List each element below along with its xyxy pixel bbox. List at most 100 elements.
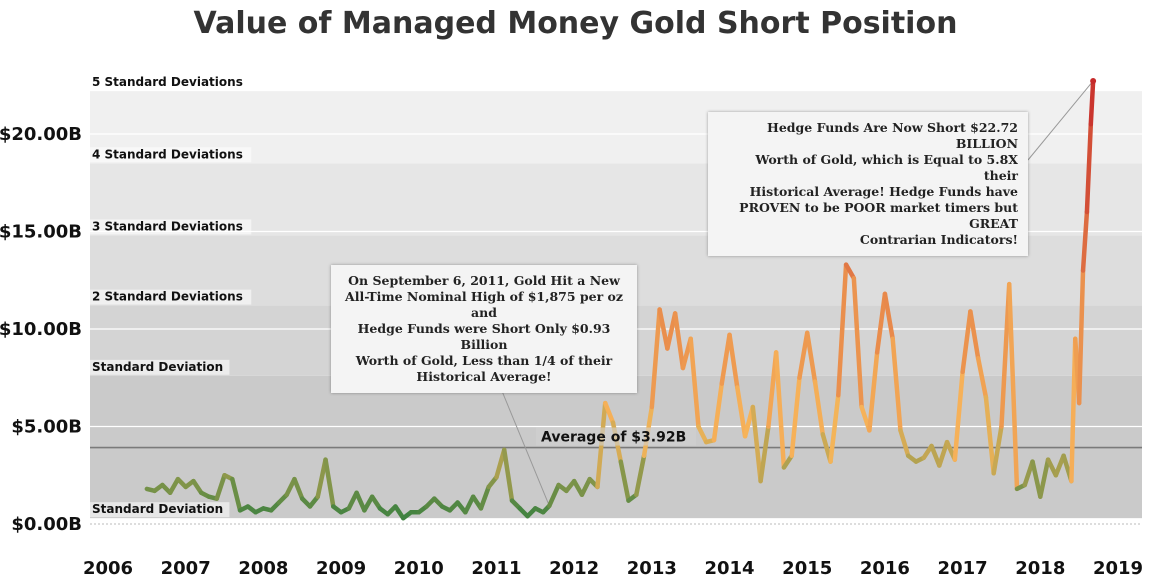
series-segment — [393, 504, 406, 521]
series-segment — [991, 424, 1004, 476]
std-dev-labels: Standard Deviation Standard Deviation 2 St… — [90, 75, 252, 518]
series-segment — [696, 424, 709, 445]
series-segment — [867, 350, 880, 433]
series-segment — [929, 443, 942, 468]
average-label: Average of $3.92B — [541, 430, 686, 446]
band-label: Standard Deviation — [92, 502, 223, 516]
series-segment — [828, 393, 841, 464]
average-label-group: Average of $3.92B — [536, 427, 696, 446]
series-segment — [711, 381, 725, 443]
band-label: 3 Standard Deviations — [92, 219, 243, 233]
band-label-background — [90, 75, 252, 91]
annotation-2018: Hedge Funds Are Now Short $22.72 BILLION… — [708, 112, 1028, 256]
series-segment — [758, 424, 771, 484]
series-segment — [1076, 268, 1086, 406]
y-tick-label: $5.00B — [11, 417, 82, 438]
series-segment — [851, 276, 864, 410]
x-tick-label: 2010 — [394, 558, 444, 579]
series-segment — [657, 307, 670, 351]
y-tick-label: $15.00B — [0, 222, 82, 243]
band-label-background — [90, 289, 252, 305]
band-label-background — [90, 359, 230, 375]
band-label: 5 Standard Deviations — [92, 75, 243, 89]
series-segment — [649, 307, 662, 410]
x-tick-label: 2019 — [1093, 558, 1143, 579]
annotation-2011-line: All-Time Nominal High of $1,875 per oz a… — [345, 289, 623, 320]
x-tick-label: 2006 — [83, 558, 133, 579]
series-segment — [1030, 459, 1043, 499]
series-segment — [952, 369, 965, 462]
chart-title: Value of Managed Money Gold Short Positi… — [193, 6, 958, 41]
annotation-2011-line: Historical Average! — [416, 369, 552, 384]
series-segment — [1006, 281, 1020, 492]
x-tick-label: 2011 — [471, 558, 521, 579]
y-axis-ticks: $0.00B $5.00B $10.00B $15.00B $20.00B — [0, 124, 82, 535]
annotation-2018-line: Hedge Funds Are Now Short $22.72 BILLION — [767, 120, 1018, 151]
series-segment — [618, 459, 631, 503]
x-axis-ticks: 2006 2007 2008 2009 2010 2011 2012 2013 2014 2015… — [83, 558, 1143, 579]
series-segment — [315, 457, 328, 499]
annotation-2018-line: PROVEN to be POOR market timers but GREA… — [739, 200, 1018, 231]
series-segment — [292, 476, 305, 501]
x-tick-label: 2008 — [238, 558, 288, 579]
band-label: 2 Standard Deviations — [92, 290, 243, 304]
series-segment — [719, 332, 732, 386]
x-tick-label: 2007 — [161, 558, 211, 579]
series-segment — [501, 447, 515, 503]
y-tick-label: $10.00B — [0, 319, 82, 340]
series-segment — [890, 336, 903, 433]
annotation-2011-line: On September 6, 2011, Gold Hit a New — [348, 273, 620, 288]
series-segment — [191, 478, 204, 496]
series-segment — [773, 350, 787, 470]
series-segment — [983, 395, 996, 476]
series-segment — [214, 473, 227, 501]
series-line — [144, 77, 1097, 521]
series-segment — [602, 400, 616, 425]
series-segment — [781, 453, 794, 470]
band-label: Standard Deviation — [92, 360, 223, 374]
series-segment — [836, 262, 849, 398]
series-segment — [874, 291, 888, 355]
series-segment — [167, 476, 181, 496]
annotation-2011-line: Worth of Gold, Less than 1/4 of their — [355, 353, 613, 368]
series-segment — [688, 336, 701, 429]
series-segment — [750, 404, 763, 484]
band-label: 4 Standard Deviations — [92, 147, 243, 161]
x-tick-label: 2013 — [627, 558, 677, 579]
series-segment — [323, 457, 336, 509]
series-segment — [727, 332, 740, 390]
band-label-background — [90, 147, 252, 163]
series-segment — [960, 309, 973, 375]
annotation-2011-line: Hedge Funds were Short Only $0.93 Billio… — [357, 321, 611, 352]
annotation-2018-line: Historical Average! Hedge Funds have — [749, 184, 1018, 199]
series-end-point — [1090, 77, 1097, 84]
series-segment — [975, 356, 989, 400]
series-segment — [968, 309, 981, 361]
series-segment — [354, 490, 367, 513]
x-tick-label: 2009 — [316, 558, 366, 579]
series-segment — [634, 453, 647, 497]
x-tick-label: 2015 — [782, 558, 832, 579]
y-tick-label: $20.00B — [0, 124, 82, 145]
series-segment — [478, 484, 491, 511]
series-segment — [804, 330, 818, 384]
series-segment — [463, 494, 476, 515]
average-label-background — [536, 427, 696, 446]
series-segment — [797, 330, 810, 380]
series-segment — [1088, 78, 1096, 127]
x-tick-label: 2018 — [1015, 558, 1065, 579]
annotation-2018-line: Worth of Gold, which is Equal to 5.8X th… — [755, 152, 1018, 183]
y-tick-label: $0.00B — [11, 514, 82, 535]
series-segment — [547, 482, 561, 509]
series-segment — [843, 262, 857, 281]
series-segment — [1038, 457, 1051, 499]
band-label-background — [90, 502, 230, 518]
series-segment — [937, 439, 950, 468]
x-tick-label: 2017 — [938, 558, 988, 579]
series-segment — [812, 379, 826, 437]
annotation-2011: On September 6, 2011, Gold Hit a New All… — [331, 265, 637, 393]
series-segment — [1084, 122, 1094, 215]
series-segment — [882, 291, 895, 341]
x-tick-label: 2016 — [860, 558, 910, 579]
x-tick-label: 2012 — [549, 558, 599, 579]
